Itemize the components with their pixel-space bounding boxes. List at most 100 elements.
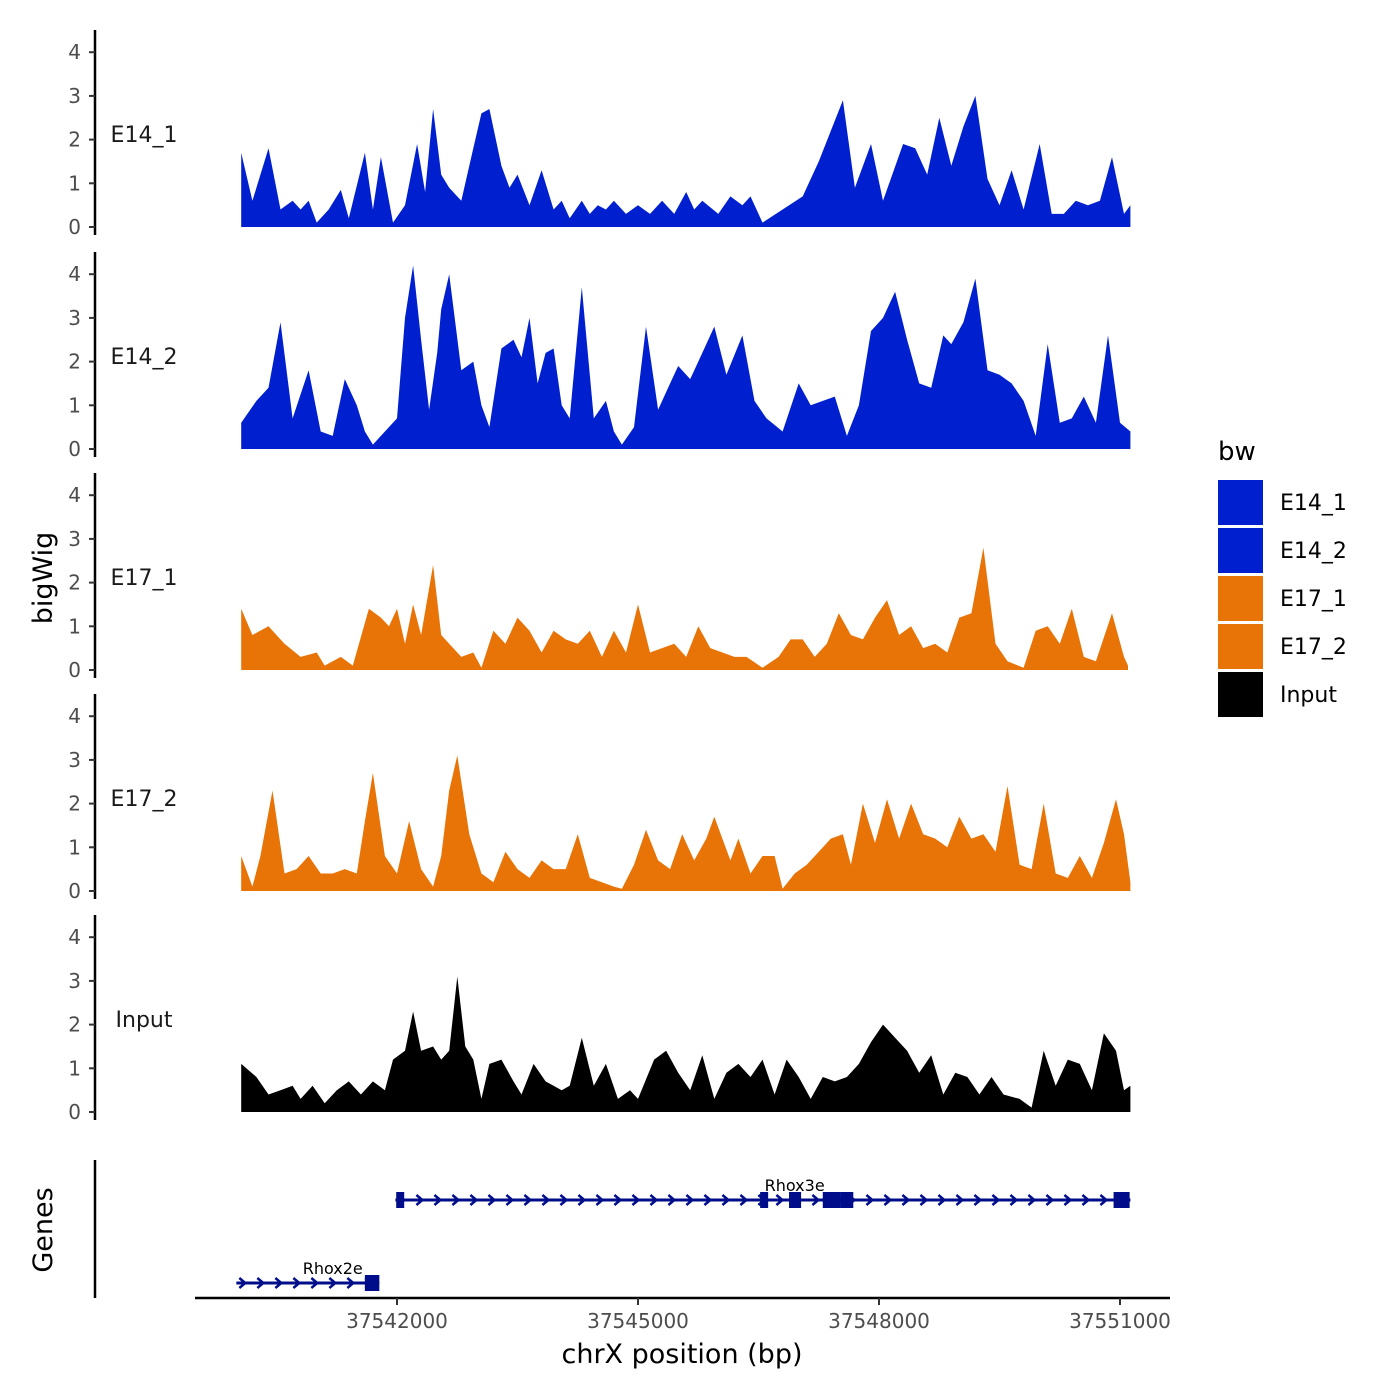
track-label: E14_2 [111, 345, 178, 370]
strand-arrow [685, 1194, 695, 1206]
strand-arrow [559, 1194, 569, 1206]
y-tick-label: 0 [68, 658, 81, 682]
x-tick-label: 37548000 [828, 1309, 930, 1333]
strand-arrow [667, 1194, 677, 1206]
legend-item-input: Input [1218, 672, 1337, 717]
gene-label: Rhox2e [303, 1259, 363, 1278]
y-tick-label: 0 [68, 437, 81, 461]
gene-track-title: Genes [28, 1187, 59, 1272]
track-label: Input [116, 1008, 173, 1033]
strand-arrow [721, 1194, 731, 1206]
strand-arrow [973, 1194, 983, 1206]
legend-swatch [1218, 480, 1263, 525]
y-tick-label: 3 [68, 306, 81, 330]
y-tick-label: 3 [68, 969, 81, 993]
strand-arrow [541, 1194, 551, 1206]
track-label: E17_1 [111, 566, 178, 591]
y-tick-label: 4 [68, 40, 81, 64]
strand-arrow [577, 1194, 587, 1206]
strand-arrow [631, 1194, 641, 1206]
x-axis-title: chrX position (bp) [561, 1339, 802, 1370]
y-tick-label: 2 [68, 350, 81, 374]
strand-arrow [238, 1277, 248, 1289]
signal-area [241, 265, 1131, 449]
x-tick-label: 37551000 [1069, 1309, 1171, 1333]
gene-rhox3e: Rhox3e [395, 1176, 1131, 1208]
y-tick-label: 0 [68, 215, 81, 239]
exon [760, 1192, 769, 1208]
exon [396, 1192, 405, 1208]
strand-arrow [703, 1194, 713, 1206]
strand-arrow [811, 1194, 821, 1206]
strand-arrow [433, 1194, 443, 1206]
y-tick-label: 1 [68, 835, 81, 859]
legend-swatch [1218, 624, 1263, 669]
y-tick-label: 0 [68, 1100, 81, 1124]
y-tick-label: 3 [68, 527, 81, 551]
strand-arrow [1027, 1194, 1037, 1206]
strand-arrow [883, 1194, 893, 1206]
y-tick-label: 1 [68, 171, 81, 195]
y-tick-label: 1 [68, 393, 81, 417]
track-label: E17_2 [111, 787, 178, 812]
y-tick-label: 2 [68, 128, 81, 152]
legend-swatch [1218, 576, 1263, 621]
x-tick-label: 37545000 [587, 1309, 689, 1333]
signal-area [241, 976, 1131, 1112]
strand-arrow [1063, 1194, 1073, 1206]
y-tick-label: 3 [68, 748, 81, 772]
signal-area [241, 547, 1128, 670]
gene-label: Rhox3e [765, 1176, 825, 1195]
strand-arrow [1099, 1194, 1109, 1206]
strand-arrow [346, 1277, 356, 1289]
y-tick-label: 2 [68, 792, 81, 816]
strand-arrow [595, 1194, 605, 1206]
strand-arrow [310, 1277, 320, 1289]
strand-arrow [739, 1194, 749, 1206]
x-tick-label: 37542000 [346, 1309, 448, 1333]
strand-arrow [901, 1194, 911, 1206]
exon [1113, 1192, 1130, 1208]
y-tick-label: 4 [68, 704, 81, 728]
strand-arrow [775, 1194, 785, 1206]
gene-track: Rhox3e Rhox2e [93, 1160, 1131, 1298]
strand-arrow [919, 1194, 929, 1206]
legend-label: E17_2 [1280, 635, 1347, 660]
track-e14-2: 0 1 2 3 4 E14_2 [68, 252, 1131, 461]
track-input: 0 1 2 3 4 Input [68, 915, 1131, 1124]
strand-arrow [955, 1194, 965, 1206]
strand-arrow [256, 1277, 266, 1289]
exon [822, 1192, 841, 1208]
strand-arrow [991, 1194, 1001, 1206]
track-e17-2: 0 1 2 3 4 E17_2 [68, 694, 1131, 903]
legend: bw E14_1 E14_2 E17_1 E17_2 Input [1218, 437, 1347, 717]
legend-title: bw [1218, 437, 1256, 467]
legend-item-e14-2: E14_2 [1218, 528, 1347, 573]
strand-arrow [469, 1194, 479, 1206]
y-tick-label: 2 [68, 1013, 81, 1037]
signal-area [241, 95, 1131, 228]
x-axis: 37542000 37545000 37548000 37551000 [195, 1296, 1171, 1333]
legend-swatch [1218, 672, 1263, 717]
gene-rhox2e: Rhox2e [236, 1259, 380, 1291]
exon [840, 1192, 854, 1208]
strand-arrow [1045, 1194, 1055, 1206]
strand-arrow [505, 1194, 515, 1206]
y-tick-label: 1 [68, 1056, 81, 1080]
exon [364, 1275, 380, 1291]
strand-arrow [451, 1194, 461, 1206]
legend-swatch [1218, 528, 1263, 573]
y-tick-label: 4 [68, 483, 81, 507]
strand-arrow [487, 1194, 497, 1206]
legend-label: E14_2 [1280, 539, 1347, 564]
strand-arrow [865, 1194, 875, 1206]
strand-arrow [328, 1277, 338, 1289]
y-tick-label: 0 [68, 879, 81, 903]
strand-arrow [292, 1277, 302, 1289]
y-axis-title: bigWig [28, 532, 59, 625]
y-tick-label: 4 [68, 262, 81, 286]
strand-arrow [1081, 1194, 1091, 1206]
strand-arrow [613, 1194, 623, 1206]
strand-arrow [1009, 1194, 1019, 1206]
